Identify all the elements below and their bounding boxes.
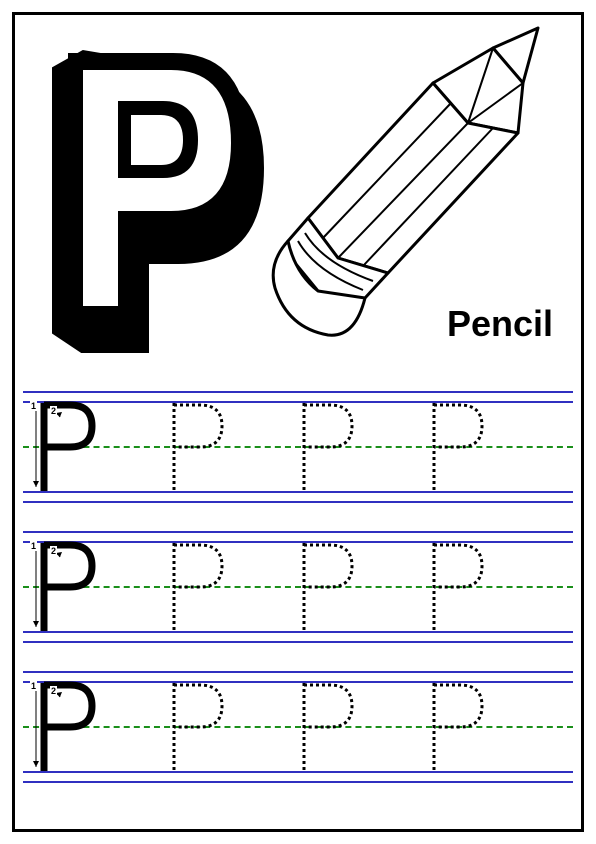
letters-row: 1 2 [23,399,573,493]
stroke-number-1: 1 [30,541,37,551]
guide-letter-p: 1 2 [28,679,103,773]
page-frame: Pencil [12,12,584,832]
dotted-letter-p [418,539,493,633]
dotted-letter-p [158,539,233,633]
letters-row: 1 2 [23,679,573,773]
dotted-letter-p [158,679,233,773]
stroke-number-2: 2 [50,546,57,556]
letters-row: 1 2 [23,539,573,633]
dotted-letter-p [418,399,493,493]
dotted-letter-p [288,539,363,633]
dotted-letter-p [418,679,493,773]
dotted-letter-p [288,679,363,773]
writing-row: 1 2 [23,391,573,501]
dotted-letter-p [158,399,233,493]
writing-row: 1 2 [23,531,573,641]
stroke-number-1: 1 [30,401,37,411]
large-letter-p [33,23,273,353]
stroke-number-1: 1 [30,681,37,691]
header-section: Pencil [23,23,573,383]
worksheet-page: Pencil [0,0,596,844]
guide-letter-p: 1 2 [28,539,103,633]
stroke-number-2: 2 [50,406,57,416]
dotted-letter-p [288,399,363,493]
practice-lines-section: 1 2 [23,383,573,821]
word-label: Pencil [447,303,553,345]
stroke-number-2: 2 [50,686,57,696]
guide-letter-p: 1 2 [28,399,103,493]
writing-row: 1 2 [23,671,573,781]
